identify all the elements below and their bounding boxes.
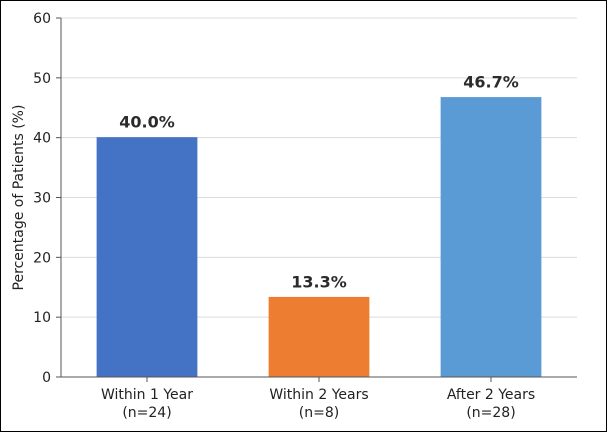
- data-label: 40.0%: [119, 113, 175, 132]
- bars: [96, 97, 542, 378]
- y-tick-label: 20: [33, 250, 51, 266]
- x-tick-sublabel: (n=8): [299, 405, 339, 421]
- x-tick-sublabel: (n=28): [466, 405, 515, 421]
- bar: [440, 97, 542, 378]
- y-tick-label: 10: [33, 310, 51, 326]
- y-tick-label: 0: [42, 370, 51, 386]
- data-labels: 40.0% 13.3% 46.7%: [119, 73, 519, 292]
- x-tick-label: Within 1 Year: [101, 387, 193, 403]
- data-label: 13.3%: [291, 272, 347, 291]
- y-tick-label: 40: [33, 131, 51, 147]
- bar: [268, 296, 370, 378]
- data-label: 46.7%: [463, 73, 519, 92]
- y-axis-label: Percentage of Patients (%): [11, 105, 27, 291]
- bar: [96, 137, 198, 378]
- y-tick-label: 60: [33, 11, 51, 27]
- x-tick-sublabel: (n=24): [122, 405, 171, 421]
- y-ticks: 0 10 20 30 40 50 60: [33, 11, 61, 386]
- y-tick-label: 50: [33, 71, 51, 87]
- x-tick-labels: Within 1 Year (n=24) Within 2 Years (n=8) Af…: [101, 377, 535, 421]
- y-tick-label: 30: [33, 191, 51, 207]
- x-tick-label: Within 2 Years: [269, 387, 368, 403]
- x-tick-label: After 2 Years: [447, 387, 535, 403]
